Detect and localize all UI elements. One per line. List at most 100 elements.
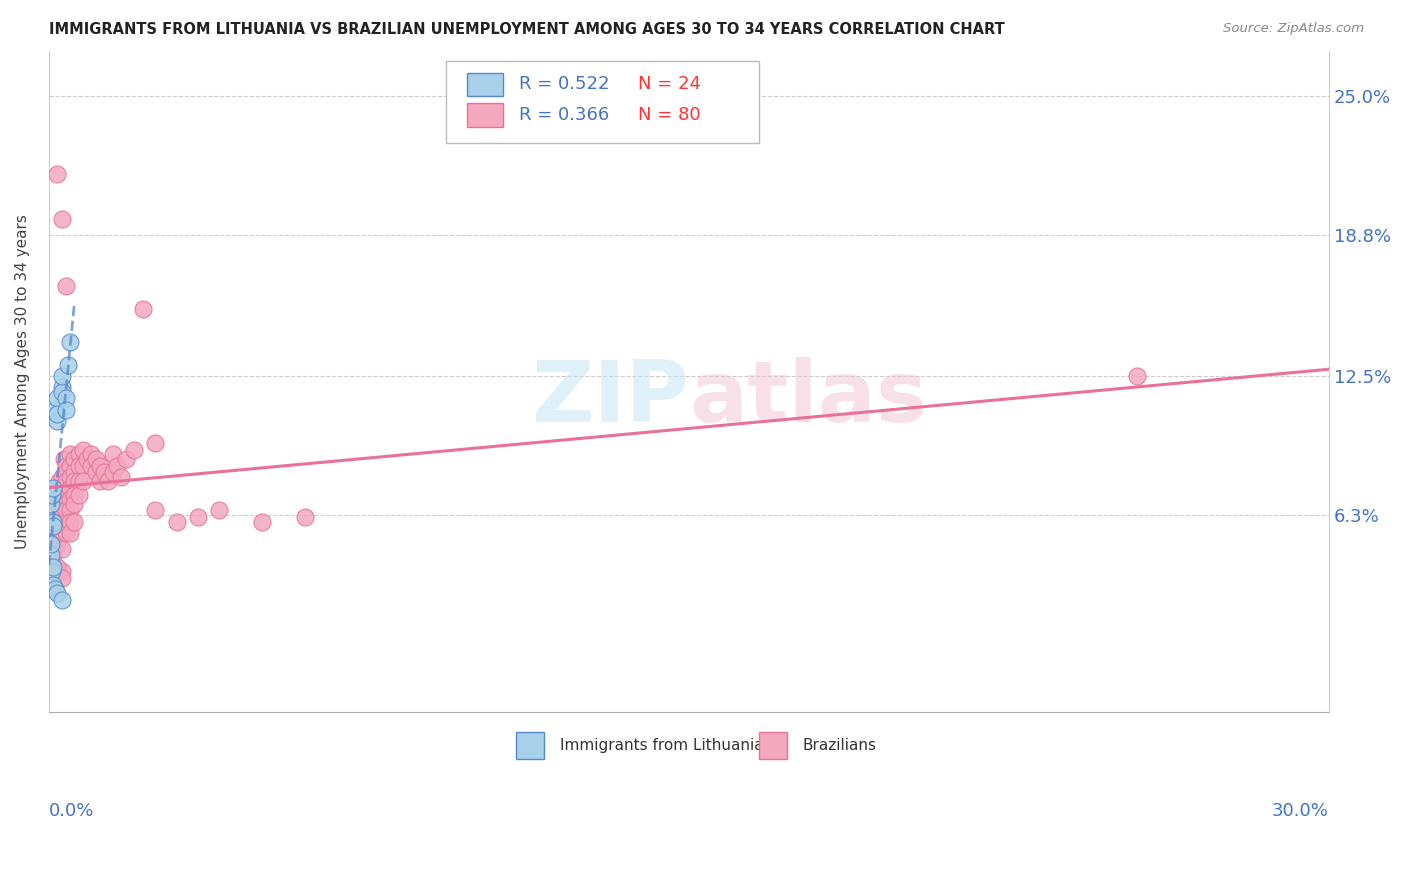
Point [51,515,73,529]
Point [51,564,73,578]
Point [67,458,90,473]
Point [46,515,69,529]
Point [46,488,69,502]
Point [59,335,82,350]
Point [46,167,69,181]
Point [67,488,90,502]
Point [46,414,69,428]
Point [59,458,82,473]
Point [44,492,66,507]
Point [63,466,86,480]
Point [42,519,65,533]
Point [42,525,65,540]
Point [56,358,79,372]
Text: atlas: atlas [689,357,927,440]
Point [101,466,124,480]
Point [59,481,82,495]
Point [93,466,115,480]
Text: 30.0%: 30.0% [1272,802,1329,820]
Point [51,481,73,495]
Point [51,470,73,484]
Point [46,497,69,511]
Point [250,515,273,529]
Point [101,447,124,461]
Text: IMMIGRANTS FROM LITHUANIA VS BRAZILIAN UNEMPLOYMENT AMONG AGES 30 TO 34 YEARS CO: IMMIGRANTS FROM LITHUANIA VS BRAZILIAN U… [49,22,1005,37]
Point [59,503,82,517]
Point [89,475,111,489]
Point [42,559,65,574]
Text: N = 24: N = 24 [637,76,700,94]
Point [59,515,82,529]
Point [46,586,69,600]
Point [41,488,63,502]
Point [55,497,77,511]
Point [72,475,94,489]
Y-axis label: Unemployment Among Ages 30 to 34 years: Unemployment Among Ages 30 to 34 years [15,214,30,549]
Point [55,458,77,473]
Text: N = 80: N = 80 [637,106,700,124]
Point [55,503,77,517]
Point [51,380,73,394]
Point [59,492,82,507]
Point [41,564,63,578]
Point [51,384,73,399]
Point [52,451,75,466]
Point [72,442,94,457]
FancyBboxPatch shape [467,103,503,127]
Text: ZIP: ZIP [531,357,689,440]
Point [67,475,90,489]
Point [39,549,62,563]
Point [294,510,316,524]
Point [145,436,167,450]
Point [208,503,231,517]
Text: R = 0.522: R = 0.522 [519,76,626,94]
Point [72,458,94,473]
Point [55,466,77,480]
Point [110,470,132,484]
Point [55,475,77,489]
Point [131,301,153,316]
Point [59,447,82,461]
Point [42,577,65,591]
Point [166,515,188,529]
Point [44,582,66,596]
Point [51,503,73,517]
Point [51,497,73,511]
Point [44,402,66,417]
Text: Source: ZipAtlas.com: Source: ZipAtlas.com [1223,22,1364,36]
Point [46,525,69,540]
Point [114,451,136,466]
Point [42,537,65,551]
Point [145,503,167,517]
Point [63,475,86,489]
Point [63,488,86,502]
Point [80,447,103,461]
FancyBboxPatch shape [446,61,759,144]
Point [51,571,73,585]
Point [59,525,82,540]
FancyBboxPatch shape [759,732,787,759]
Point [55,392,77,406]
Point [46,559,69,574]
Point [51,211,73,226]
Point [76,451,98,466]
Point [51,368,73,383]
Point [51,593,73,607]
Point [55,402,77,417]
Point [39,497,62,511]
Point [46,392,69,406]
Point [51,525,73,540]
Point [105,458,128,473]
Point [80,458,103,473]
Point [84,466,107,480]
Point [42,515,65,529]
Point [46,537,69,551]
Point [39,519,62,533]
Point [55,515,77,529]
Point [48,475,70,489]
Text: Immigrants from Lithuania: Immigrants from Lithuania [560,738,763,753]
Point [89,458,111,473]
Point [63,497,86,511]
Point [63,515,86,529]
Point [55,525,77,540]
